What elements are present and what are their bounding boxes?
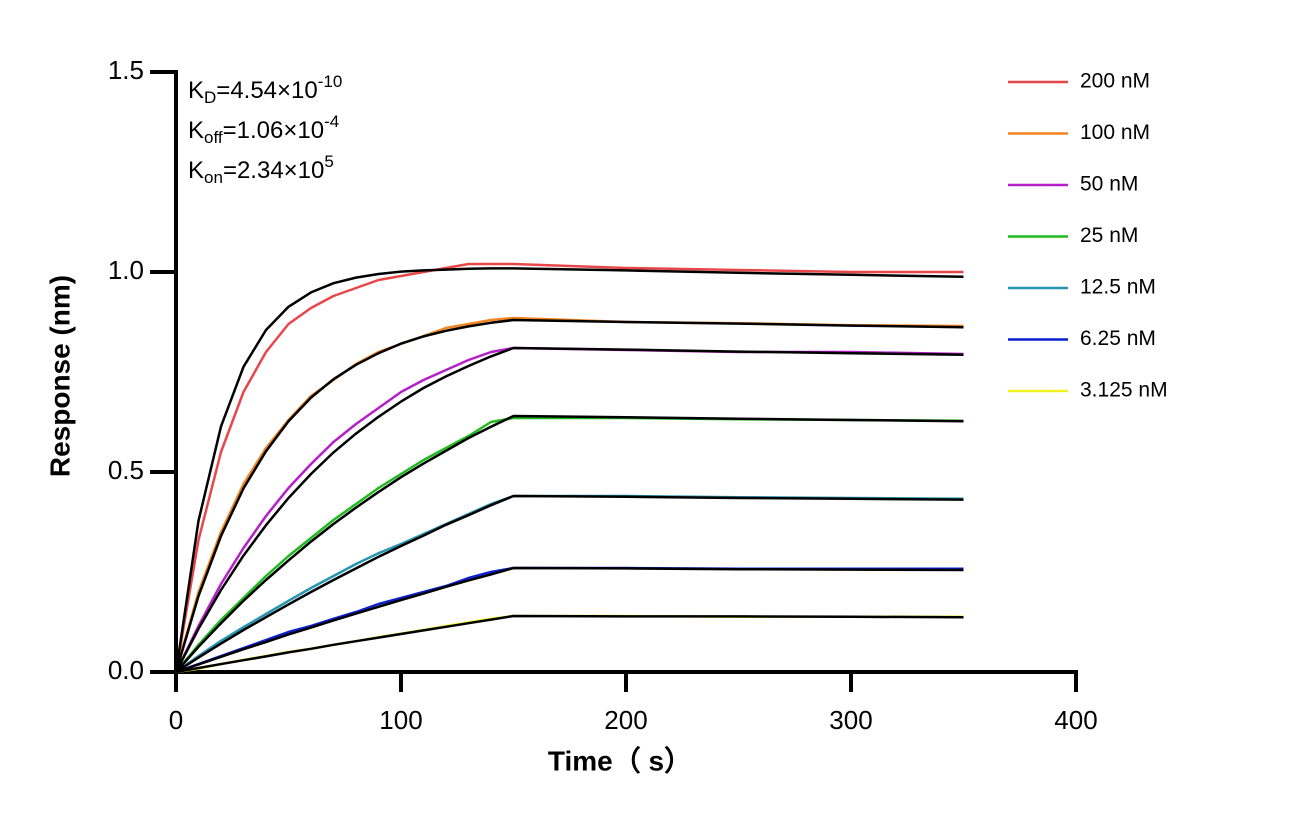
y-tick-label: 1.5 <box>108 55 144 85</box>
annotation: Kon=2.34×105 <box>188 152 334 187</box>
x-tick-label: 400 <box>1054 705 1097 735</box>
annotation-main: K <box>188 157 204 184</box>
y-axis-label: Response (nm) <box>44 275 75 477</box>
fit-line <box>175 614 964 674</box>
x-tick-label: 0 <box>169 705 183 735</box>
annotation: KD=4.54×10-10 <box>188 72 342 107</box>
annotation-text: =4.54×10 <box>216 77 317 104</box>
fit-line <box>175 414 964 673</box>
annotation: Koff=1.06×10-4 <box>188 112 339 147</box>
fit-line <box>174 318 964 673</box>
annotation-main: K <box>188 77 204 104</box>
legend-label: 6.25 nM <box>1080 327 1156 350</box>
x-tick-label: 100 <box>379 705 422 735</box>
x-axis-label: Time（ s） <box>548 744 692 776</box>
fit-line <box>175 566 964 674</box>
y-tick-label: 0.5 <box>108 455 144 485</box>
legend-label: 12.5 nM <box>1080 276 1156 299</box>
annotation-main: K <box>188 117 204 144</box>
legend-label: 3.125 nM <box>1080 379 1168 402</box>
fit-line <box>174 267 964 673</box>
data-line <box>175 566 964 674</box>
annotation-sub: off <box>204 128 223 147</box>
legend-label: 100 nM <box>1080 121 1150 144</box>
data-line <box>175 614 964 674</box>
data-line <box>174 262 964 673</box>
annotation-sub: on <box>204 168 223 187</box>
data-line <box>175 494 964 674</box>
x-tick-label: 200 <box>604 705 647 735</box>
annotation-sup: -10 <box>318 72 343 91</box>
y-tick-label: 0.0 <box>108 655 144 685</box>
annotation-sub: D <box>204 88 216 107</box>
legend-label: 50 nM <box>1080 173 1138 196</box>
annotation-sup: 5 <box>324 152 333 171</box>
fit-line <box>174 346 964 673</box>
x-tick-label: 300 <box>829 705 872 735</box>
y-tick-label: 1.0 <box>108 255 144 285</box>
annotation-sup: -4 <box>324 112 339 131</box>
annotation-text: =2.34×10 <box>223 157 324 184</box>
fit-line <box>175 494 964 674</box>
legend-label: 25 nM <box>1080 224 1138 247</box>
annotation-text: =1.06×10 <box>223 117 324 144</box>
legend-label: 200 nM <box>1080 70 1150 93</box>
data-line <box>174 346 964 673</box>
